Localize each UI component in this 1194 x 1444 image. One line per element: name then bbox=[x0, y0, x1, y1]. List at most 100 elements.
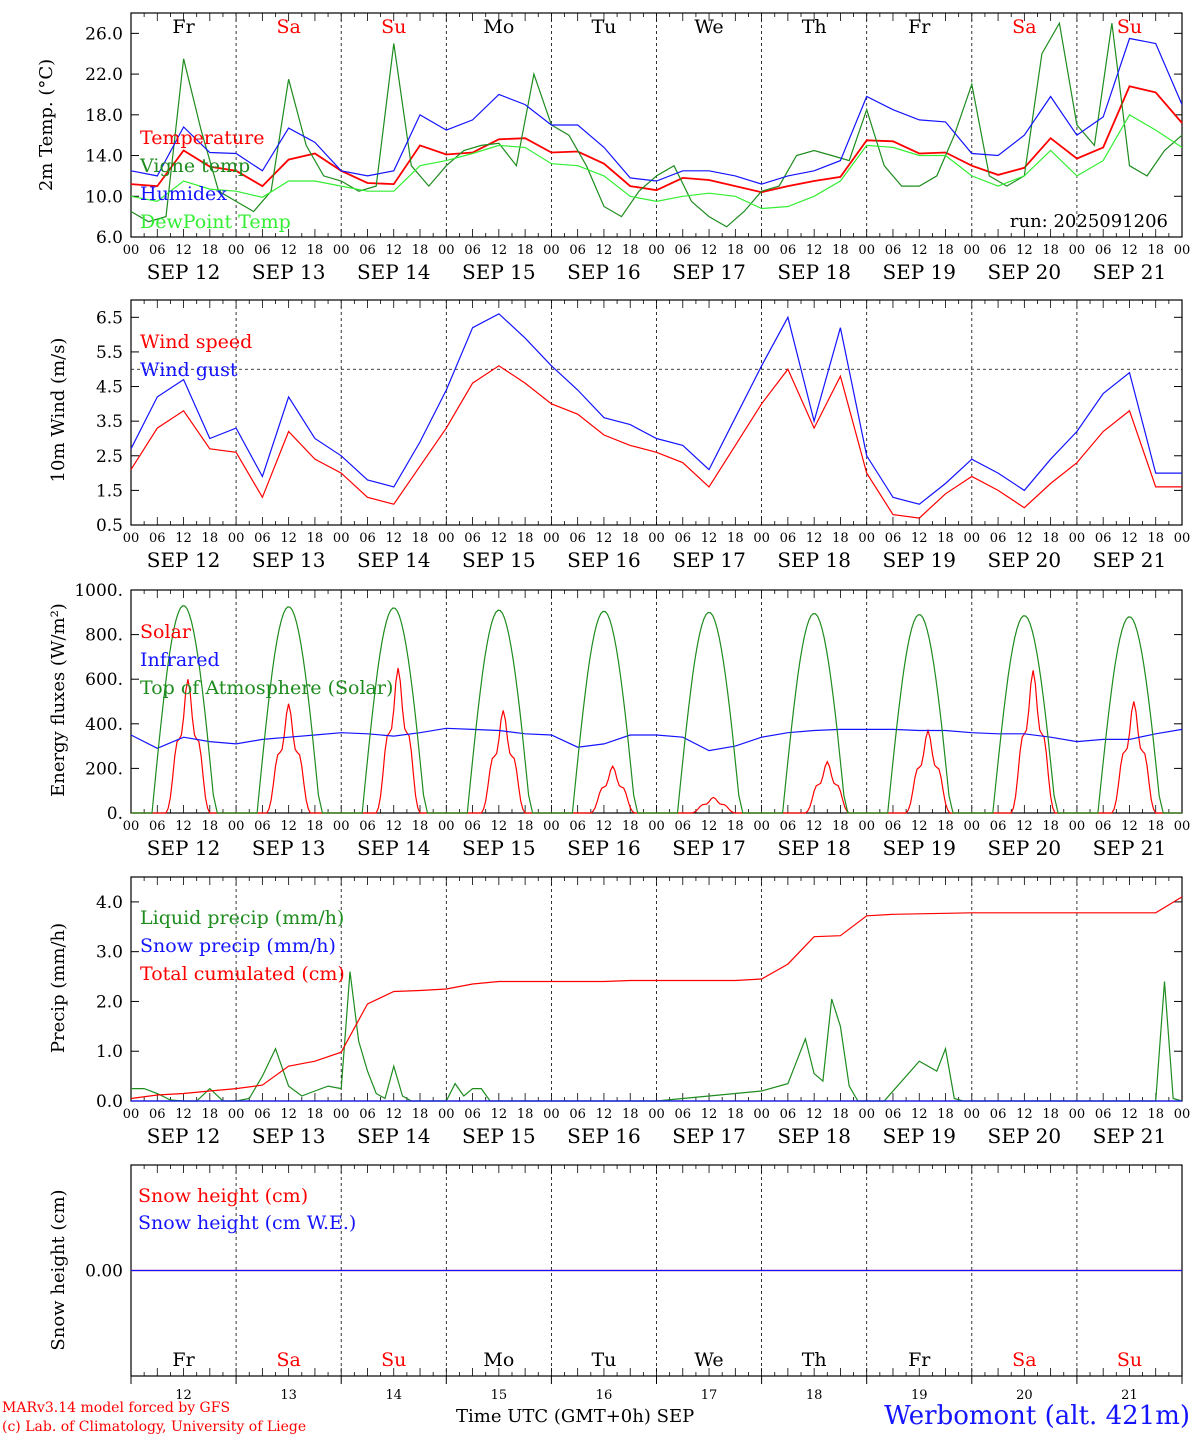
hour-tick-label: 06 bbox=[254, 1107, 271, 1122]
hour-tick-label: 18 bbox=[412, 819, 429, 834]
hour-tick-label: 06 bbox=[359, 1107, 376, 1122]
hour-tick-label: 06 bbox=[675, 819, 692, 834]
hour-tick-label: 00 bbox=[438, 819, 455, 834]
hour-tick-label: 12 bbox=[806, 1107, 823, 1122]
hour-tick-label: 00 bbox=[123, 531, 140, 546]
day-label: SEP 13 bbox=[252, 836, 326, 860]
hour-tick-label: 00 bbox=[123, 1107, 140, 1122]
hour-tick-label: 12 bbox=[280, 819, 297, 834]
day-label: SEP 21 bbox=[1093, 260, 1167, 284]
hour-tick-label: 18 bbox=[832, 819, 849, 834]
hour-tick-label: 00 bbox=[438, 1107, 455, 1122]
model-credit-2: (c) Lab. of Climatology, University of L… bbox=[2, 1419, 307, 1435]
hour-tick-label: 06 bbox=[675, 243, 692, 258]
y-tick-label: 0.5 bbox=[96, 516, 123, 536]
run-annotation: run: 2025091206 bbox=[1010, 211, 1168, 232]
hour-tick-label: 06 bbox=[990, 243, 1007, 258]
hour-tick-label: 06 bbox=[464, 531, 481, 546]
hour-tick-label: 00 bbox=[438, 531, 455, 546]
hour-tick-label: 06 bbox=[1095, 819, 1112, 834]
day-label: SEP 17 bbox=[672, 548, 746, 572]
day-number-label: 19 bbox=[911, 1388, 928, 1403]
hour-tick-label: 00 bbox=[648, 819, 665, 834]
y-tick-label: 4.0 bbox=[96, 893, 123, 913]
hour-tick-label: 18 bbox=[1147, 819, 1164, 834]
y-tick-label: 1000. bbox=[74, 581, 123, 601]
hour-tick-label: 18 bbox=[517, 531, 534, 546]
day-label: SEP 21 bbox=[1093, 548, 1167, 572]
hour-tick-label: 00 bbox=[858, 531, 875, 546]
hour-tick-label: 18 bbox=[622, 243, 639, 258]
hour-tick-label: 00 bbox=[648, 531, 665, 546]
hour-tick-label: 12 bbox=[806, 243, 823, 258]
y-tick-label: 1.5 bbox=[96, 481, 123, 501]
panel-frame bbox=[130, 299, 1183, 526]
hour-tick-label: 12 bbox=[1121, 1107, 1138, 1122]
series-line bbox=[130, 313, 1182, 505]
y-tick-label: 1.0 bbox=[96, 1042, 123, 1062]
weekday-label: Fr bbox=[908, 1349, 931, 1371]
hour-tick-label: 06 bbox=[885, 531, 902, 546]
hour-tick-label: 12 bbox=[491, 531, 508, 546]
day-label: SEP 20 bbox=[988, 836, 1062, 860]
hour-tick-label: 12 bbox=[701, 243, 718, 258]
panel-frame bbox=[130, 12, 1183, 238]
legend-entry: Snow height (cm W.E.) bbox=[138, 1212, 356, 1234]
hour-tick-label: 18 bbox=[517, 819, 534, 834]
day-label: SEP 12 bbox=[147, 548, 221, 572]
hour-tick-label: 18 bbox=[1042, 243, 1059, 258]
day-number-label: 16 bbox=[596, 1388, 613, 1403]
hour-tick-label: 00 bbox=[964, 1107, 981, 1122]
panel-3 bbox=[130, 876, 1183, 1102]
day-label: SEP 16 bbox=[567, 548, 641, 572]
hour-tick-label: 12 bbox=[1016, 243, 1033, 258]
hour-tick-label: 06 bbox=[464, 819, 481, 834]
hour-tick-label: 06 bbox=[569, 531, 586, 546]
series-line bbox=[130, 113, 1183, 210]
hour-tick-label: 00 bbox=[333, 819, 350, 834]
hour-tick-label: 00 bbox=[228, 531, 245, 546]
hour-tick-label: 00 bbox=[1174, 531, 1191, 546]
hour-tick-label: 00 bbox=[1174, 1107, 1191, 1122]
hour-tick-label: 00 bbox=[543, 531, 560, 546]
hour-tick-label: 06 bbox=[254, 531, 271, 546]
y-axis-label: Energy fluxes (W/m²) bbox=[48, 603, 69, 797]
series-line bbox=[131, 971, 1183, 1102]
legend-entry: Infrared bbox=[140, 649, 220, 671]
series-line bbox=[130, 37, 1183, 185]
x-axis-title: Time UTC (GMT+0h) SEP bbox=[456, 1406, 694, 1427]
hour-tick-label: 18 bbox=[412, 243, 429, 258]
hour-tick-label: 18 bbox=[727, 243, 744, 258]
hour-tick-label: 18 bbox=[1147, 1107, 1164, 1122]
hour-tick-label: 06 bbox=[990, 819, 1007, 834]
day-label: SEP 21 bbox=[1093, 836, 1167, 860]
day-number-label: 14 bbox=[385, 1388, 402, 1403]
y-tick-label: 6.0 bbox=[96, 228, 123, 248]
hour-tick-label: 12 bbox=[806, 819, 823, 834]
day-label: SEP 14 bbox=[357, 548, 431, 572]
y-tick-label: 400. bbox=[85, 715, 123, 735]
panel-frame bbox=[130, 589, 1183, 814]
hour-tick-label: 18 bbox=[517, 243, 534, 258]
day-number-label: 15 bbox=[491, 1388, 508, 1403]
panel-0 bbox=[130, 12, 1183, 238]
hour-tick-label: 12 bbox=[1121, 819, 1138, 834]
hour-tick-label: 12 bbox=[1016, 1107, 1033, 1122]
weekday-label: Tu bbox=[591, 16, 616, 38]
hour-tick-label: 00 bbox=[964, 243, 981, 258]
hour-tick-label: 12 bbox=[911, 243, 928, 258]
weekday-label: Sa bbox=[276, 16, 300, 38]
hour-tick-label: 12 bbox=[596, 243, 613, 258]
hour-tick-label: 06 bbox=[780, 819, 797, 834]
hour-tick-label: 12 bbox=[385, 819, 402, 834]
weekday-label: Su bbox=[1117, 1349, 1142, 1371]
hour-tick-label: 18 bbox=[832, 243, 849, 258]
y-axis-label: 2m Temp. (°C) bbox=[36, 59, 57, 191]
hour-tick-label: 06 bbox=[885, 1107, 902, 1122]
hour-tick-label: 18 bbox=[1042, 531, 1059, 546]
series-line bbox=[131, 605, 1182, 814]
hour-tick-label: 06 bbox=[1095, 531, 1112, 546]
hour-tick-label: 06 bbox=[359, 819, 376, 834]
